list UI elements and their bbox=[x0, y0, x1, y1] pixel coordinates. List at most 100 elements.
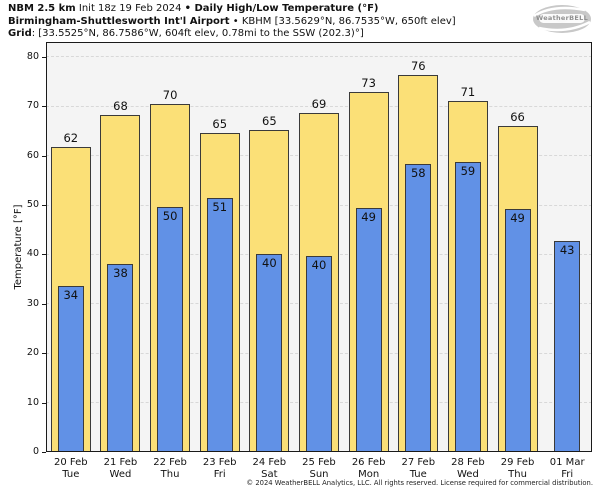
x-tick-day: Mon bbox=[358, 468, 380, 480]
x-tick-day: Thu bbox=[508, 468, 527, 480]
x-tick-day: Wed bbox=[456, 468, 479, 480]
high-value-label: 62 bbox=[63, 130, 79, 145]
y-tick-mark-60 bbox=[42, 155, 46, 157]
y-tick-label-80: 80 bbox=[26, 50, 39, 62]
x-tick-date: 24 Feb bbox=[252, 457, 287, 468]
y-tick-mark-70 bbox=[42, 106, 46, 108]
y-tick-label-50: 50 bbox=[26, 199, 39, 210]
low-bar bbox=[504, 209, 531, 452]
x-tick-label: 29 Feb Thu bbox=[493, 457, 543, 480]
low-value-label: 43 bbox=[559, 242, 575, 257]
x-tick-day: Sat bbox=[261, 468, 278, 480]
swirl-icon bbox=[533, 5, 591, 33]
low-bar bbox=[554, 240, 581, 452]
high-value-label: 70 bbox=[162, 88, 178, 103]
x-tick-day: Tue bbox=[62, 468, 80, 480]
high-value-label: 76 bbox=[410, 59, 426, 74]
x-tick-label: 23 Feb Fri bbox=[195, 457, 245, 480]
x-tick-date: 01 Mar bbox=[549, 457, 585, 468]
low-bar bbox=[256, 254, 283, 452]
x-tick-date: 26 Feb bbox=[351, 457, 386, 468]
x-tick-day: Fri bbox=[213, 468, 226, 480]
grid-label: Grid bbox=[8, 28, 32, 39]
y-tick-label-20: 20 bbox=[26, 347, 39, 359]
header-line-2: Birmingham-Shuttlesworth Int'l Airport •… bbox=[8, 16, 456, 29]
high-value-label: 65 bbox=[262, 113, 277, 128]
logo-brand-text: WeatherBELL bbox=[535, 14, 589, 22]
low-bar bbox=[306, 255, 332, 452]
high-value-label: 69 bbox=[311, 96, 327, 111]
gridline-70 bbox=[46, 105, 592, 107]
low-value-label: 50 bbox=[162, 208, 178, 223]
low-bar bbox=[454, 162, 481, 452]
high-value-label: 71 bbox=[460, 84, 476, 99]
low-value-label: 40 bbox=[262, 256, 277, 271]
low-value-label: 38 bbox=[113, 265, 128, 280]
x-tick-date: 22 Feb bbox=[153, 457, 187, 468]
y-tick-label-60: 60 bbox=[26, 149, 39, 161]
weatherbell-logo: WeatherBELL bbox=[531, 3, 593, 35]
y-tick-label-40: 40 bbox=[26, 248, 39, 260]
x-tick-label: 26 Feb Mon bbox=[344, 457, 394, 480]
x-tick-label: 24 Feb Sat bbox=[245, 457, 295, 480]
x-tick-date: 29 Feb bbox=[500, 457, 535, 468]
header-line-3: Grid: [33.5525°N, 86.7586°W, 604ft elev,… bbox=[8, 28, 456, 41]
gridline-80 bbox=[46, 56, 592, 58]
x-tick-day: Fri bbox=[561, 468, 574, 480]
y-tick-mark-20 bbox=[42, 353, 46, 355]
low-bar bbox=[57, 285, 84, 452]
x-tick-day: Tue bbox=[409, 468, 427, 480]
low-bar bbox=[405, 164, 432, 452]
x-tick-label: 21 Feb Wed bbox=[96, 457, 146, 480]
low-value-label: 58 bbox=[410, 166, 426, 180]
x-tick-day: Sun bbox=[309, 468, 329, 480]
chart-header: NBM 2.5 km Init 18z 19 Feb 2024 • Daily … bbox=[8, 3, 456, 41]
x-tick-day: Thu bbox=[160, 468, 180, 480]
x-tick-date: 28 Feb bbox=[451, 457, 485, 468]
x-tick-date: 20 Feb bbox=[54, 457, 88, 468]
low-value-label: 40 bbox=[311, 257, 327, 272]
station-name: Birmingham-Shuttlesworth Int'l Airport bbox=[8, 15, 230, 27]
low-bar bbox=[107, 263, 134, 452]
plot-area: 62 34 68 38 70 50 65 51 65 40 69 40 73 49 76 58 71 59 66 49… bbox=[46, 42, 592, 452]
chart-title: • Daily High/Low Temperature (°F) bbox=[184, 3, 379, 14]
low-value-label: 59 bbox=[460, 164, 476, 179]
x-tick-label: 22 Feb Thu bbox=[145, 457, 195, 480]
y-tick-label-10: 10 bbox=[26, 396, 39, 408]
x-tick-label: 27 Feb Tue bbox=[393, 457, 443, 480]
y-tick-mark-0 bbox=[42, 452, 46, 453]
y-tick-mark-50 bbox=[42, 205, 46, 206]
x-tick-label: 28 Feb Wed bbox=[443, 457, 493, 480]
low-bar bbox=[157, 206, 184, 452]
x-tick-label: 01 Mar Fri bbox=[542, 457, 592, 480]
high-value-label: 73 bbox=[361, 76, 376, 91]
x-tick-date: 23 Feb bbox=[202, 457, 237, 468]
low-value-label: 49 bbox=[361, 210, 376, 225]
low-bar bbox=[355, 208, 382, 452]
high-value-label: 68 bbox=[113, 98, 128, 113]
low-value-label: 34 bbox=[63, 287, 79, 302]
copyright-notice: © 2024 WeatherBELL Analytics, LLC. All r… bbox=[246, 479, 593, 487]
y-tick-label-0: 0 bbox=[32, 446, 39, 457]
y-tick-mark-80 bbox=[42, 56, 46, 58]
x-tick-label: 20 Feb Tue bbox=[46, 457, 96, 480]
x-tick-date: 27 Feb bbox=[401, 457, 436, 468]
low-value-label: 49 bbox=[510, 211, 525, 226]
high-value-label: 65 bbox=[212, 117, 228, 132]
high-value-label: 66 bbox=[510, 109, 525, 124]
y-tick-mark-30 bbox=[42, 303, 46, 305]
station-coordinates: • KBHM [33.5629°N, 86.7535°W, 650ft elev… bbox=[229, 15, 456, 27]
header-line-1: NBM 2.5 km Init 18z 19 Feb 2024 • Daily … bbox=[8, 3, 456, 16]
low-value-label: 51 bbox=[212, 200, 228, 215]
y-tick-mark-40 bbox=[42, 254, 46, 256]
x-tick-day: Wed bbox=[109, 468, 132, 480]
x-tick-label: 25 Feb Sun bbox=[294, 457, 344, 480]
init-time: Init 18z 19 Feb 2024 bbox=[75, 3, 185, 14]
y-tick-label-30: 30 bbox=[26, 297, 39, 309]
y-tick-label-70: 70 bbox=[26, 100, 39, 112]
y-tick-mark-10 bbox=[42, 402, 46, 404]
x-tick-date: 25 Feb bbox=[302, 457, 336, 468]
grid-coordinates: : [33.5525°N, 86.7586°W, 604ft elev, 0.7… bbox=[31, 28, 364, 39]
